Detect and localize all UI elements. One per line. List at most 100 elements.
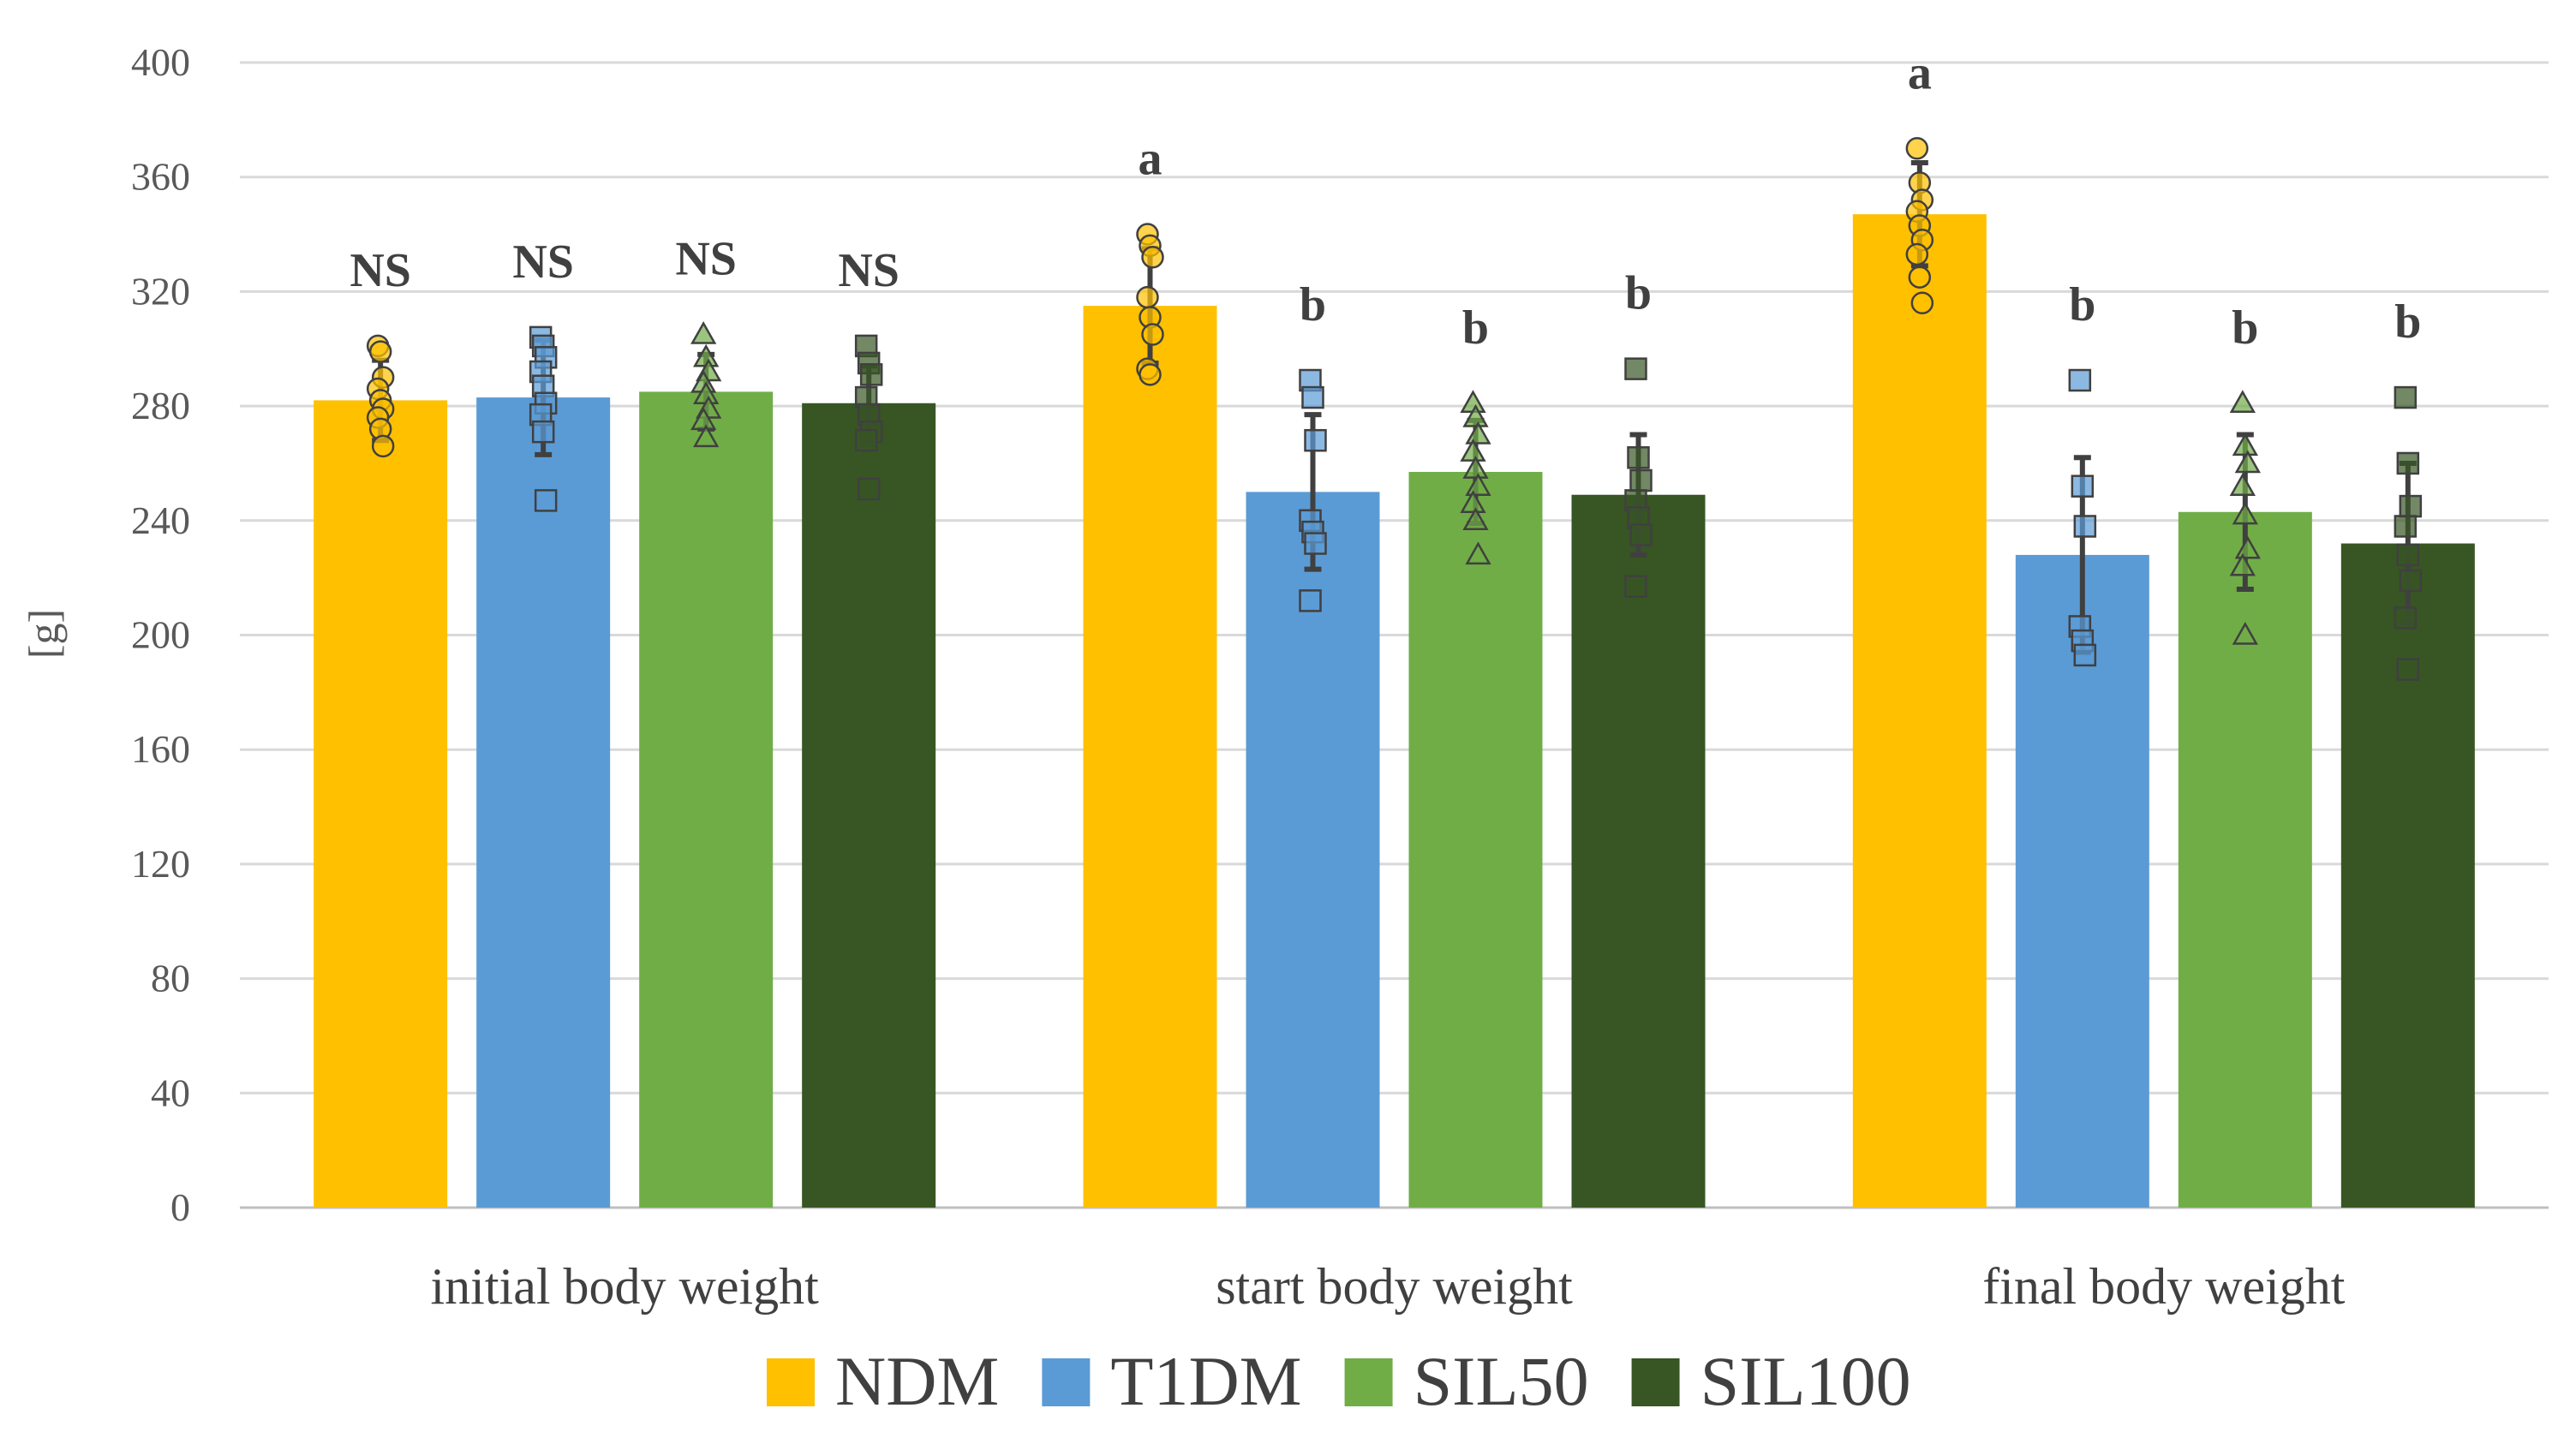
point-t1dm-final-body-weight-5 bbox=[2073, 643, 2097, 667]
gridlines bbox=[240, 61, 2549, 1209]
bar-t1dm-initial-body-weight bbox=[476, 397, 611, 1208]
point-sil100-start-body-weight-2 bbox=[1629, 468, 1653, 492]
significance-t1dm-start-body-weight: b bbox=[1300, 278, 1326, 331]
point-t1dm-final-body-weight-0 bbox=[2068, 368, 2092, 392]
significance-sil50-start-body-weight: b bbox=[1462, 301, 1489, 355]
legend-label-ndm: NDM bbox=[835, 1342, 999, 1420]
legend-label-sil50: SIL50 bbox=[1414, 1342, 1589, 1420]
bar-sil100-final-body-weight bbox=[2340, 543, 2475, 1208]
point-ndm-start-body-weight-2 bbox=[1141, 246, 1164, 269]
y-tick-label-200: 200 bbox=[131, 613, 190, 657]
bar-sil50-initial-body-weight bbox=[639, 391, 774, 1208]
category-label-start-body-weight: start body weight bbox=[1216, 1258, 1573, 1315]
legend: NDM T1DM SIL50 SIL100 bbox=[767, 1342, 1911, 1420]
y-axis: 0 40 80 120 160 200 240 280 320 360 400 bbox=[131, 40, 190, 1229]
point-sil100-final-body-weight-7 bbox=[2396, 658, 2420, 681]
significance-ndm-initial-body-weight: NS bbox=[350, 244, 411, 297]
point-sil50-final-body-weight-6 bbox=[2229, 552, 2256, 576]
point-sil50-initial-body-weight-0 bbox=[690, 320, 717, 344]
point-t1dm-start-body-weight-5 bbox=[1304, 532, 1327, 555]
significance-ndm-final-body-weight: a bbox=[1908, 46, 1932, 99]
bar-sil100-start-body-weight bbox=[1571, 494, 1706, 1208]
point-t1dm-final-body-weight-2 bbox=[2073, 515, 2097, 538]
legend-swatch-sil100 bbox=[1631, 1358, 1680, 1406]
point-t1dm-final-body-weight-1 bbox=[2071, 474, 2095, 498]
significance-t1dm-initial-body-weight: NS bbox=[512, 236, 574, 289]
significance-labels: NS NS NS NS a b b b a b b b bbox=[350, 46, 2421, 354]
point-sil50-start-body-weight-2 bbox=[1465, 421, 1491, 445]
point-t1dm-initial-body-weight-8 bbox=[534, 489, 558, 512]
y-tick-label-120: 120 bbox=[131, 842, 190, 886]
y-tick-label-360: 360 bbox=[131, 155, 190, 199]
bar-ndm-initial-body-weight bbox=[314, 400, 448, 1208]
point-sil100-initial-body-weight-2 bbox=[859, 363, 883, 386]
significance-sil100-start-body-weight: b bbox=[1625, 267, 1652, 320]
point-sil100-start-body-weight-0 bbox=[1624, 357, 1647, 380]
point-sil100-initial-body-weight-6 bbox=[854, 428, 878, 452]
point-ndm-start-body-weight-3 bbox=[1136, 285, 1159, 309]
point-sil50-start-body-weight-8 bbox=[1465, 541, 1491, 565]
bar-sil100-initial-body-weight bbox=[802, 403, 936, 1208]
point-ndm-initial-body-weight-1 bbox=[368, 340, 392, 363]
point-ndm-initial-body-weight-8 bbox=[371, 434, 395, 458]
point-ndm-final-body-weight-7 bbox=[1908, 266, 1932, 289]
point-sil50-initial-body-weight-7 bbox=[693, 424, 720, 448]
y-tick-label-160: 160 bbox=[131, 727, 190, 771]
legend-label-t1dm: T1DM bbox=[1110, 1342, 1301, 1420]
significance-t1dm-final-body-weight: b bbox=[2069, 278, 2095, 331]
point-ndm-final-body-weight-0 bbox=[1905, 137, 1929, 160]
point-sil100-final-body-weight-3 bbox=[2394, 515, 2418, 538]
point-t1dm-start-body-weight-1 bbox=[1301, 385, 1324, 409]
point-sil100-final-body-weight-4 bbox=[2396, 543, 2420, 567]
point-sil50-final-body-weight-2 bbox=[2234, 450, 2261, 474]
point-sil50-start-body-weight-5 bbox=[1465, 473, 1491, 496]
point-ndm-start-body-weight-7 bbox=[1139, 363, 1162, 386]
point-sil50-final-body-weight-4 bbox=[2232, 501, 2258, 525]
significance-sil50-initial-body-weight: NS bbox=[675, 233, 737, 286]
y-tick-label-0: 0 bbox=[170, 1185, 190, 1229]
point-sil100-final-body-weight-5 bbox=[2399, 569, 2423, 593]
y-tick-label-80: 80 bbox=[151, 957, 190, 1000]
y-tick-label-40: 40 bbox=[151, 1071, 190, 1114]
significance-ndm-start-body-weight: a bbox=[1139, 133, 1162, 186]
bar-ndm-start-body-weight bbox=[1083, 306, 1217, 1208]
point-sil50-final-body-weight-3 bbox=[2229, 473, 2256, 496]
bar-ndm-final-body-weight bbox=[1852, 214, 1987, 1208]
category-label-initial-body-weight: initial body weight bbox=[431, 1258, 820, 1315]
point-sil100-final-body-weight-2 bbox=[2399, 494, 2423, 518]
legend-label-sil100: SIL100 bbox=[1700, 1342, 1911, 1420]
point-sil100-final-body-weight-6 bbox=[2394, 606, 2418, 630]
bars bbox=[314, 214, 2475, 1208]
legend-swatch-t1dm bbox=[1042, 1358, 1091, 1406]
point-sil100-start-body-weight-6 bbox=[1624, 575, 1647, 598]
point-sil100-start-body-weight-1 bbox=[1627, 446, 1650, 469]
point-ndm-start-body-weight-5 bbox=[1141, 323, 1164, 346]
bar-sil50-start-body-weight bbox=[1408, 471, 1543, 1208]
data-points bbox=[366, 137, 2423, 681]
point-sil100-initial-body-weight-7 bbox=[857, 477, 881, 501]
y-tick-label-240: 240 bbox=[131, 498, 190, 542]
point-t1dm-start-body-weight-6 bbox=[1299, 589, 1322, 612]
point-ndm-final-body-weight-6 bbox=[1905, 242, 1929, 266]
point-sil100-final-body-weight-1 bbox=[2396, 451, 2420, 475]
point-sil100-start-body-weight-5 bbox=[1629, 523, 1653, 546]
y-axis-label: [g] bbox=[20, 609, 68, 659]
point-sil100-final-body-weight-0 bbox=[2394, 385, 2418, 409]
point-sil50-final-body-weight-0 bbox=[2229, 390, 2256, 414]
point-sil50-final-body-weight-1 bbox=[2232, 433, 2258, 456]
point-ndm-final-body-weight-8 bbox=[1910, 291, 1934, 315]
y-tick-label-400: 400 bbox=[131, 40, 190, 84]
point-sil50-start-body-weight-7 bbox=[1462, 507, 1489, 531]
y-tick-label-320: 320 bbox=[131, 269, 190, 313]
legend-swatch-ndm bbox=[767, 1358, 815, 1406]
significance-sil50-final-body-weight: b bbox=[2232, 301, 2258, 355]
significance-sil100-final-body-weight: b bbox=[2394, 295, 2421, 349]
legend-swatch-sil50 bbox=[1344, 1358, 1393, 1406]
point-t1dm-initial-body-weight-7 bbox=[531, 420, 555, 444]
point-sil50-final-body-weight-7 bbox=[2232, 621, 2258, 645]
category-label-final-body-weight: final body weight bbox=[1982, 1258, 2346, 1315]
x-axis: initial body weight start body weight fina… bbox=[431, 1258, 2346, 1315]
bar-sil50-final-body-weight bbox=[2178, 511, 2312, 1208]
significance-sil100-initial-body-weight: NS bbox=[838, 244, 900, 297]
